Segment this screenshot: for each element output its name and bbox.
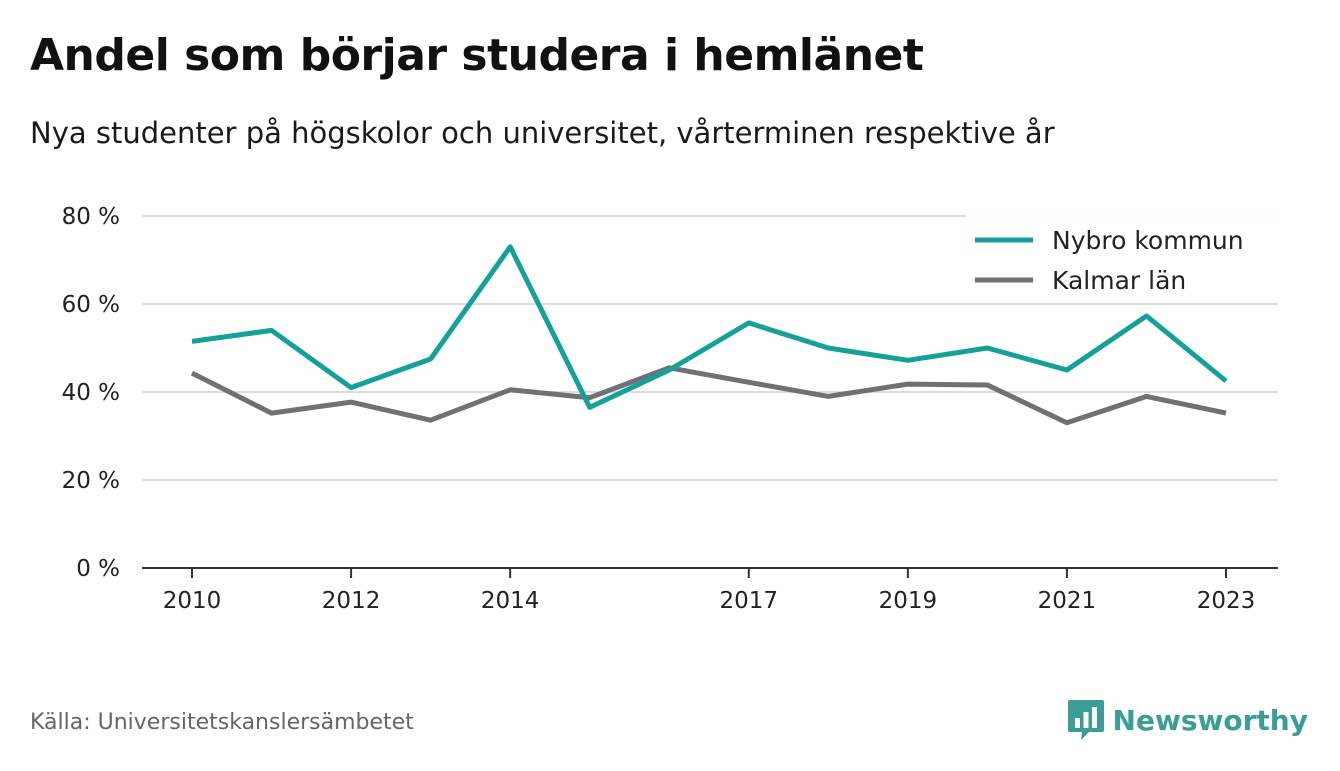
chart-subtitle: Nya studenter på högskolor och universit…: [30, 116, 1055, 150]
y-tick-label: 0 %: [76, 556, 120, 582]
source-note: Källa: Universitetskanslersämbetet: [30, 710, 414, 735]
y-axis-tick-labels: 0 % 20 % 40 % 60 % 80 %: [62, 204, 120, 582]
chart-title: Andel som börjar studera i hemlänet: [30, 30, 924, 81]
newsworthy-logo-icon: [1067, 700, 1104, 740]
x-tick-label: 2023: [1197, 588, 1256, 614]
newsworthy-logo: Newsworthy: [1067, 698, 1308, 742]
legend-label: Nybro kommun: [1052, 226, 1244, 255]
x-tick-label: 2019: [879, 588, 938, 614]
series-line-kalmar-lan: [190, 365, 1227, 426]
newsworthy-logo-text: Newsworthy: [1112, 703, 1308, 737]
legend-label: Kalmar län: [1052, 266, 1186, 295]
x-tick-label: 2021: [1038, 588, 1097, 614]
line-chart: 0 % 20 % 40 % 60 % 80 % 2010 2012 2014 2017 2019…: [62, 204, 1278, 614]
x-tick-label: 2010: [163, 588, 222, 614]
legend: Nybro kommun Kalmar län: [966, 214, 1278, 302]
x-tick-label: 2012: [322, 588, 381, 614]
y-tick-label: 60 %: [62, 292, 120, 318]
x-axis: 2010 2012 2014 2017 2019 2021 2023: [142, 567, 1278, 614]
y-tick-label: 80 %: [62, 204, 120, 230]
series-lines: [190, 244, 1228, 426]
legend-background: [966, 214, 1278, 302]
y-tick-label: 20 %: [62, 468, 120, 494]
x-tick-label: 2017: [719, 588, 778, 614]
x-tick-label: 2014: [481, 588, 540, 614]
y-tick-label: 40 %: [62, 380, 120, 406]
series-line-nybro-kommun: [191, 244, 1228, 410]
